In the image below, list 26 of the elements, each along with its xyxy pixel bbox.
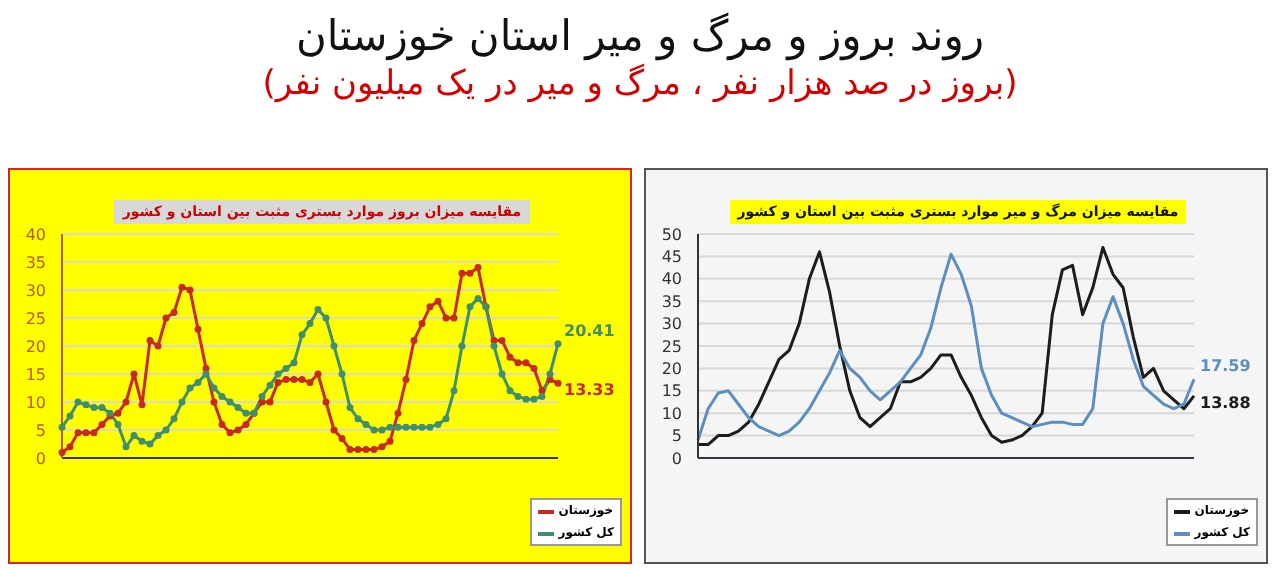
y-tick-label: 35 — [25, 253, 46, 272]
y-tick-label: 0 — [35, 449, 46, 468]
y-tick-label: 20 — [25, 337, 46, 356]
y-tick-label: 35 — [661, 292, 682, 311]
y-tick-label: 45 — [661, 248, 682, 267]
y-tick-label: 5 — [671, 427, 682, 446]
y-tick-label: 15 — [25, 365, 46, 384]
text: (بروز در صد هزار نفر ، مرگ و میر در یک میلیون نفر) — [260, 64, 1020, 104]
y-tick-label: 30 — [25, 281, 46, 300]
y-tick-label: 10 — [661, 404, 682, 423]
y-tick-label: 25 — [661, 337, 682, 356]
y-tick-label: 10 — [25, 393, 46, 412]
y-tick-label: 50 — [661, 225, 682, 244]
y-tick-label: 30 — [661, 315, 682, 334]
y-tick-label: 25 — [25, 309, 46, 328]
y-tick-label: 0 — [671, 449, 682, 468]
data-label: 17.59 — [1200, 357, 1252, 376]
y-tick-label: 15 — [661, 382, 682, 401]
y-tick-label: 5 — [35, 421, 46, 440]
data-label: 20.41 — [564, 321, 616, 340]
data-label: 13.33 — [564, 381, 615, 400]
data-label: 13.88 — [1200, 393, 1252, 412]
y-tick-label: 20 — [661, 360, 682, 379]
text: روند بروز و مرگ و میر استان خوزستان — [294, 12, 986, 60]
y-tick-label: 40 — [661, 270, 682, 289]
y-tick-label: 40 — [25, 225, 46, 244]
